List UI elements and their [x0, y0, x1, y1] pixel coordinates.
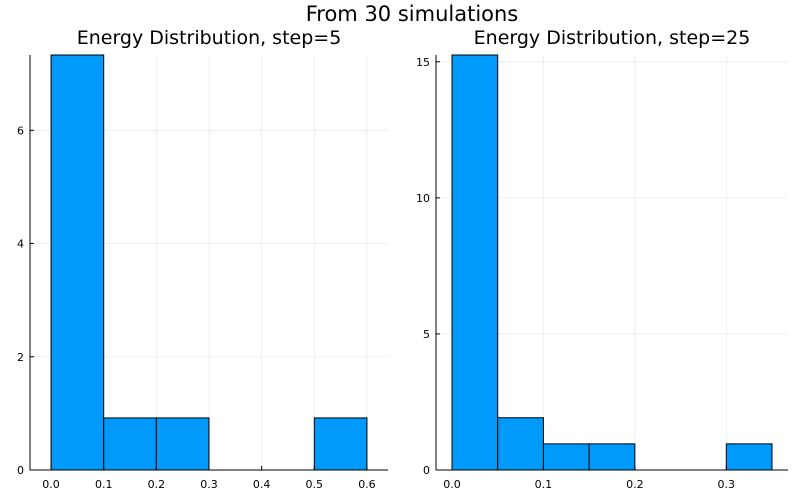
y-tick-label: 15 [416, 56, 430, 69]
y-tick-label: 10 [416, 192, 430, 205]
figure-title: From 30 simulations [306, 2, 519, 26]
x-tick-label: 0.6 [358, 478, 376, 491]
y-tick-label: 0 [423, 464, 430, 477]
y-tick-label: 0 [17, 464, 24, 477]
x-tick-label: 0.5 [306, 478, 324, 491]
histogram-bar [50, 54, 105, 471]
panel-title-step-5: Energy Distribution, step=5 [77, 27, 342, 49]
y-tick-label: 6 [17, 124, 24, 137]
x-tick-label: 0.1 [95, 478, 113, 491]
y-tick-label: 2 [17, 351, 24, 364]
histogram-panel-step-25: Energy Distribution, step=25 0.0 0.1 0.2 0.… [416, 27, 788, 491]
y-tick-label: 5 [423, 328, 430, 341]
histogram-bar [451, 54, 499, 471]
histogram-bar [313, 417, 368, 471]
histogram-bar [588, 443, 636, 471]
histogram-bar [103, 417, 157, 471]
histogram-bar [725, 443, 773, 471]
histogram-bar [542, 443, 590, 471]
x-tick-label: 0.2 [626, 478, 644, 491]
histogram-panel-step-5: Energy Distribution, step=5 0.0 0.1 0.2 0.3… [17, 27, 388, 491]
x-tick-label: 0.3 [200, 478, 218, 491]
panel-title-step-25: Energy Distribution, step=25 [474, 27, 751, 49]
x-tick-label: 0.2 [148, 478, 166, 491]
y-tick-label: 4 [17, 238, 24, 251]
x-tick-label: 0.0 [443, 478, 461, 491]
histogram-bar [497, 417, 544, 471]
x-tick-label: 0.4 [253, 478, 271, 491]
histogram-bar [155, 417, 210, 471]
x-tick-label: 0.1 [535, 478, 553, 491]
x-tick-label: 0.0 [42, 478, 60, 491]
x-tick-label: 0.3 [718, 478, 736, 491]
